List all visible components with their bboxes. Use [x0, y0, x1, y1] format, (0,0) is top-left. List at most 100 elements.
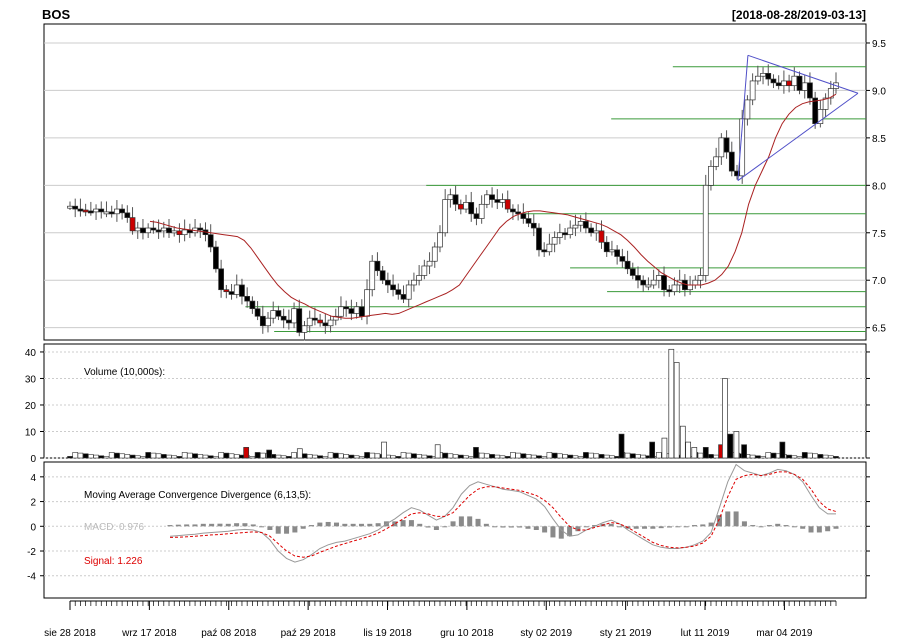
price-tick-label: 9.0: [872, 86, 886, 97]
volume-spike-bar: [722, 378, 728, 459]
x-tick-label: paź 08 2018: [201, 628, 256, 639]
volume-bar: [421, 454, 428, 459]
macd-histogram-bar: [242, 523, 248, 527]
volume-bar: [484, 453, 490, 459]
volume-bar: [489, 454, 495, 459]
candle: [619, 256, 626, 262]
candle: [296, 308, 303, 333]
volume-bar: [275, 454, 282, 459]
x-tick-label: lut 11 2019: [681, 628, 730, 639]
macd-histogram-bar: [542, 526, 548, 533]
volume-bar: [202, 454, 209, 459]
candle: [395, 289, 402, 295]
candle: [358, 306, 365, 317]
candle: [478, 203, 485, 219]
volume-bar: [416, 454, 422, 459]
candle: [280, 315, 287, 321]
volume-bar: [395, 456, 402, 459]
x-tick-label: sie 28 2018: [44, 628, 96, 639]
volume-bar: [166, 454, 172, 459]
volume-spike-bar: [741, 444, 747, 459]
macd-histogram-bar: [433, 526, 439, 530]
volume-bar: [515, 452, 521, 459]
candle: [207, 234, 214, 248]
volume-bar: [760, 456, 766, 459]
macd-histogram-bar: [675, 526, 681, 528]
candle: [629, 268, 636, 276]
volume-bar: [197, 454, 204, 459]
volume-bar: [426, 455, 433, 459]
candle: [525, 218, 532, 224]
macd-histogram-bar: [741, 521, 747, 527]
volume-spike-bar: [473, 447, 479, 459]
volume-bar: [233, 454, 240, 459]
volume-bar: [301, 453, 308, 459]
candle: [312, 317, 318, 321]
candle: [108, 211, 115, 215]
macd-histogram-bar: [650, 526, 656, 529]
candle: [791, 75, 798, 87]
volume-bar: [103, 456, 110, 459]
volume-bar: [171, 455, 178, 459]
candle: [233, 284, 240, 295]
candle: [598, 230, 605, 243]
macd-histogram-bar: [300, 526, 306, 529]
volume-bar: [405, 452, 412, 459]
macd-signal-line: [169, 471, 837, 558]
candle: [291, 308, 297, 324]
macd-histogram-bar: [766, 525, 772, 527]
candle: [650, 279, 657, 286]
candle: [827, 88, 834, 99]
macd-histogram-bar: [408, 520, 414, 527]
volume-bar: [181, 452, 188, 459]
volume-bar: [551, 452, 558, 459]
volume-bar: [286, 456, 292, 459]
candle: [327, 319, 334, 327]
volume-bar: [510, 452, 516, 459]
candle: [817, 109, 824, 124]
candle: [807, 82, 813, 99]
candle: [270, 310, 277, 319]
volume-bar: [223, 452, 230, 459]
macd-histogram-bar: [267, 526, 273, 530]
candle: [504, 199, 511, 210]
volume-bar: [129, 454, 136, 459]
macd-panel: -4 -2 0 2 4 Moving Average Convergence Diverg…: [27, 461, 870, 599]
macd-histogram-bar: [667, 526, 672, 528]
volume-bar: [593, 453, 600, 459]
candle: [812, 97, 819, 124]
price-tick-label: 9.5: [872, 39, 886, 50]
candle: [781, 80, 787, 87]
volume-bar: [656, 452, 662, 459]
triangle-left-line: [737, 55, 749, 181]
candle: [577, 221, 584, 226]
candle: [171, 230, 178, 234]
volume-bar: [504, 456, 511, 459]
volume-bar: [374, 453, 381, 459]
macd-histogram-bar: [259, 526, 265, 528]
macd-histogram-bar: [800, 526, 806, 529]
volume-bar: [807, 452, 813, 459]
macd-line: [169, 463, 836, 563]
candle: [197, 227, 204, 231]
candle: [286, 319, 292, 324]
macd-histogram-bar: [442, 526, 448, 528]
volume-bar: [187, 452, 193, 459]
macd-signal-label: Signal: 1.226: [84, 556, 143, 567]
macd-histogram-bar: [184, 524, 190, 527]
volume-bar: [499, 455, 506, 459]
macd-histogram-bar: [458, 516, 464, 527]
volume-spike-bar: [702, 447, 709, 459]
candle: [645, 284, 652, 288]
macd-tick-label: -4: [27, 572, 36, 583]
volume-bar: [218, 452, 224, 459]
macd-histogram-bar: [334, 522, 339, 527]
candle: [702, 184, 709, 276]
volume-spike-bar: [381, 441, 387, 459]
volume-bar: [160, 454, 167, 459]
candle: [661, 275, 667, 291]
candle: [93, 208, 99, 213]
macd-value-label: MACD: 0.976: [84, 522, 144, 533]
volume-bar: [562, 454, 568, 459]
candle: [405, 284, 412, 300]
